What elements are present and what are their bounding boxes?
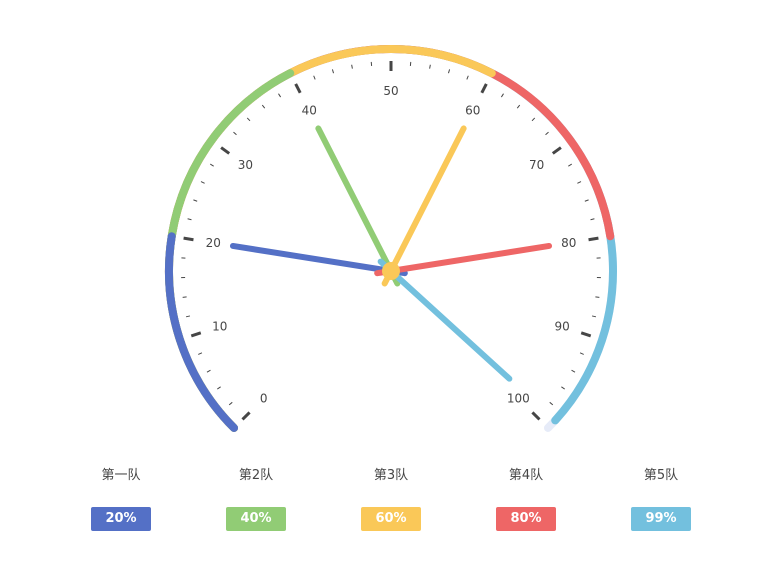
- minor-tick: [429, 64, 431, 69]
- major-tick: [241, 411, 251, 421]
- minor-tick: [246, 117, 251, 122]
- tick-label: 60: [465, 104, 480, 118]
- minor-tick: [331, 69, 335, 74]
- minor-tick: [261, 104, 266, 109]
- pointer-1: [229, 242, 408, 277]
- tick-label: 70: [529, 158, 544, 172]
- pointer-3: [381, 125, 467, 287]
- progress-arc-5: [165, 45, 617, 432]
- minor-tick: [500, 93, 504, 98]
- minor-tick: [577, 181, 582, 184]
- minor-tick: [185, 315, 191, 318]
- tick-label: 0: [260, 391, 268, 405]
- minor-tick: [584, 199, 589, 202]
- major-tick: [480, 83, 488, 94]
- minor-tick: [571, 369, 576, 373]
- minor-tick: [187, 218, 192, 221]
- progress-arc-1: [165, 232, 239, 432]
- minor-tick: [545, 131, 549, 136]
- gauge-ticks: [181, 61, 601, 421]
- major-tick: [531, 411, 541, 421]
- minor-tick: [209, 163, 214, 167]
- minor-tick: [595, 296, 600, 298]
- minor-tick: [228, 401, 233, 406]
- major-tick: [183, 236, 194, 242]
- minor-tick: [447, 69, 451, 74]
- minor-tick: [217, 386, 221, 390]
- tick-label: 10: [212, 320, 227, 334]
- tick-label: 40: [302, 104, 317, 118]
- tick-label: 100: [507, 391, 530, 405]
- minor-tick: [568, 163, 573, 167]
- minor-tick: [561, 386, 565, 390]
- pointer-5: [377, 258, 513, 382]
- major-tick: [588, 236, 599, 242]
- minor-tick: [233, 131, 237, 136]
- minor-tick: [590, 218, 595, 221]
- tick-label: 20: [206, 236, 221, 250]
- minor-tick: [200, 181, 205, 184]
- minor-tick: [531, 117, 536, 122]
- major-tick: [190, 331, 202, 338]
- minor-tick: [198, 352, 203, 355]
- minor-tick: [193, 199, 198, 202]
- tick-label: 30: [238, 158, 253, 172]
- minor-tick: [591, 315, 597, 318]
- gauge-anchor: [382, 262, 400, 280]
- minor-tick: [549, 401, 554, 406]
- major-tick: [580, 331, 592, 338]
- major-tick: [220, 146, 231, 155]
- minor-tick: [466, 75, 469, 80]
- tick-label: 50: [383, 84, 398, 98]
- major-tick: [294, 83, 302, 94]
- gauge-progress: [165, 45, 617, 432]
- gauge-track-arc: [165, 45, 617, 432]
- minor-tick: [351, 64, 353, 69]
- minor-tick: [313, 75, 316, 80]
- minor-tick: [278, 93, 282, 98]
- minor-tick: [182, 296, 187, 298]
- minor-tick: [516, 104, 521, 109]
- pointer-2: [315, 125, 401, 287]
- progress-arc-4: [165, 45, 615, 432]
- minor-tick: [579, 352, 584, 355]
- minor-tick: [206, 369, 211, 373]
- gauge-tick-labels: 0 10 20 30 40 50 60 70 80 90 100: [206, 84, 577, 405]
- major-tick: [551, 146, 562, 155]
- gauge-track: [165, 45, 617, 432]
- pointer-4: [374, 242, 553, 277]
- tick-label: 80: [561, 236, 576, 250]
- tick-label: 90: [555, 320, 570, 334]
- gauge-pointers: [229, 125, 553, 382]
